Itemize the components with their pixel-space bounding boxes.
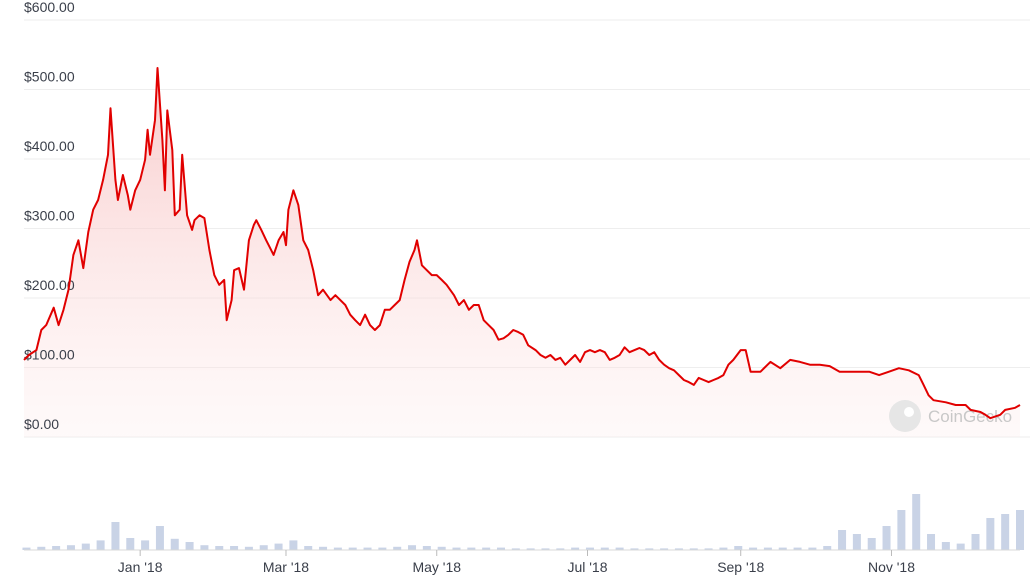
price-line	[23, 67, 1021, 420]
volume-bar	[200, 545, 209, 550]
volume-bar	[52, 546, 61, 550]
y-tick-label: $600.00	[24, 0, 75, 15]
x-tick-label: Mar '18	[263, 559, 309, 575]
volume-bar	[778, 547, 787, 550]
volume-bar	[408, 545, 417, 550]
volume-bar	[511, 548, 520, 550]
volume-bar	[882, 526, 891, 550]
volume-bar	[956, 543, 965, 550]
y-tick-label: $300.00	[24, 208, 75, 224]
volume-bar	[170, 538, 179, 550]
volume-bar	[793, 547, 802, 550]
volume-bar	[496, 547, 505, 550]
volume-bar	[126, 538, 135, 550]
volume-bar	[941, 542, 950, 550]
volume-bar	[141, 540, 150, 550]
volume-bar	[319, 546, 328, 550]
volume-bar	[615, 547, 624, 550]
volume-bar	[526, 548, 535, 550]
watermark-text: CoinGecko	[928, 407, 1012, 426]
volume-bar	[96, 540, 105, 550]
x-tick-label: Sep '18	[717, 559, 764, 575]
y-tick-label: $100.00	[24, 347, 75, 363]
volume-bar	[927, 534, 936, 550]
x-tick-label: Jan '18	[118, 559, 163, 575]
volume-bar	[66, 545, 75, 550]
volume-bar	[304, 546, 313, 550]
volume-bar	[289, 540, 298, 550]
volume-bar	[244, 546, 253, 550]
volume-bar	[600, 547, 609, 550]
volume-bar	[734, 546, 743, 550]
watermark-logo	[889, 400, 921, 432]
watermark-eye	[904, 407, 914, 417]
volume-bar	[230, 546, 239, 550]
volume-bar	[630, 548, 639, 550]
volume-bar	[259, 545, 268, 550]
x-tick-label: Jul '18	[567, 559, 607, 575]
volume-bar	[185, 542, 194, 550]
volume-bar	[37, 546, 46, 550]
x-tick-label: Nov '18	[868, 559, 915, 575]
volume-bar	[645, 548, 654, 550]
volume-bar	[274, 543, 283, 550]
volume-bar	[704, 548, 713, 550]
volume-bar	[808, 547, 817, 550]
volume-bar	[452, 547, 461, 550]
volume-bar	[749, 547, 758, 550]
volume-bar	[22, 547, 31, 550]
volume-bar	[81, 543, 90, 550]
volume-bar	[1001, 514, 1010, 550]
volume-bar	[852, 534, 861, 550]
volume-bar	[363, 547, 372, 550]
volume-bar	[823, 546, 832, 550]
volume-bar	[763, 547, 772, 550]
y-tick-label: $0.00	[24, 416, 59, 432]
volume-bar	[541, 548, 550, 550]
volume-bar	[867, 538, 876, 550]
volume-bar	[897, 510, 906, 550]
volume-bar	[585, 547, 594, 550]
volume-bar	[111, 522, 120, 550]
volume-bar	[215, 546, 224, 550]
volume-bar	[393, 546, 402, 550]
watermark: CoinGecko	[889, 400, 1012, 432]
volume-bar	[482, 547, 491, 550]
y-tick-label: $500.00	[24, 69, 75, 85]
volume-bar	[348, 547, 357, 550]
volume-bar	[437, 546, 446, 550]
volume-bar	[660, 548, 669, 550]
volume-bar	[556, 548, 565, 550]
volume-bar	[674, 548, 683, 550]
x-tick-label: May '18	[412, 559, 461, 575]
y-tick-label: $400.00	[24, 138, 75, 154]
volume-bar	[422, 546, 431, 550]
volume-bar	[155, 526, 164, 550]
volume-bar	[838, 530, 847, 550]
volume-bar	[571, 547, 580, 550]
volume-bar	[378, 547, 387, 550]
y-tick-label: $200.00	[24, 277, 75, 293]
volume-bar	[1016, 510, 1024, 550]
volume-bar	[333, 547, 342, 550]
volume-bar	[689, 548, 698, 550]
volume-bar	[467, 547, 476, 550]
volume-bar	[912, 494, 921, 550]
volume-bar	[986, 518, 995, 550]
volume-bar	[971, 534, 980, 550]
area-fill	[24, 68, 1020, 437]
volume-bar	[719, 547, 728, 550]
